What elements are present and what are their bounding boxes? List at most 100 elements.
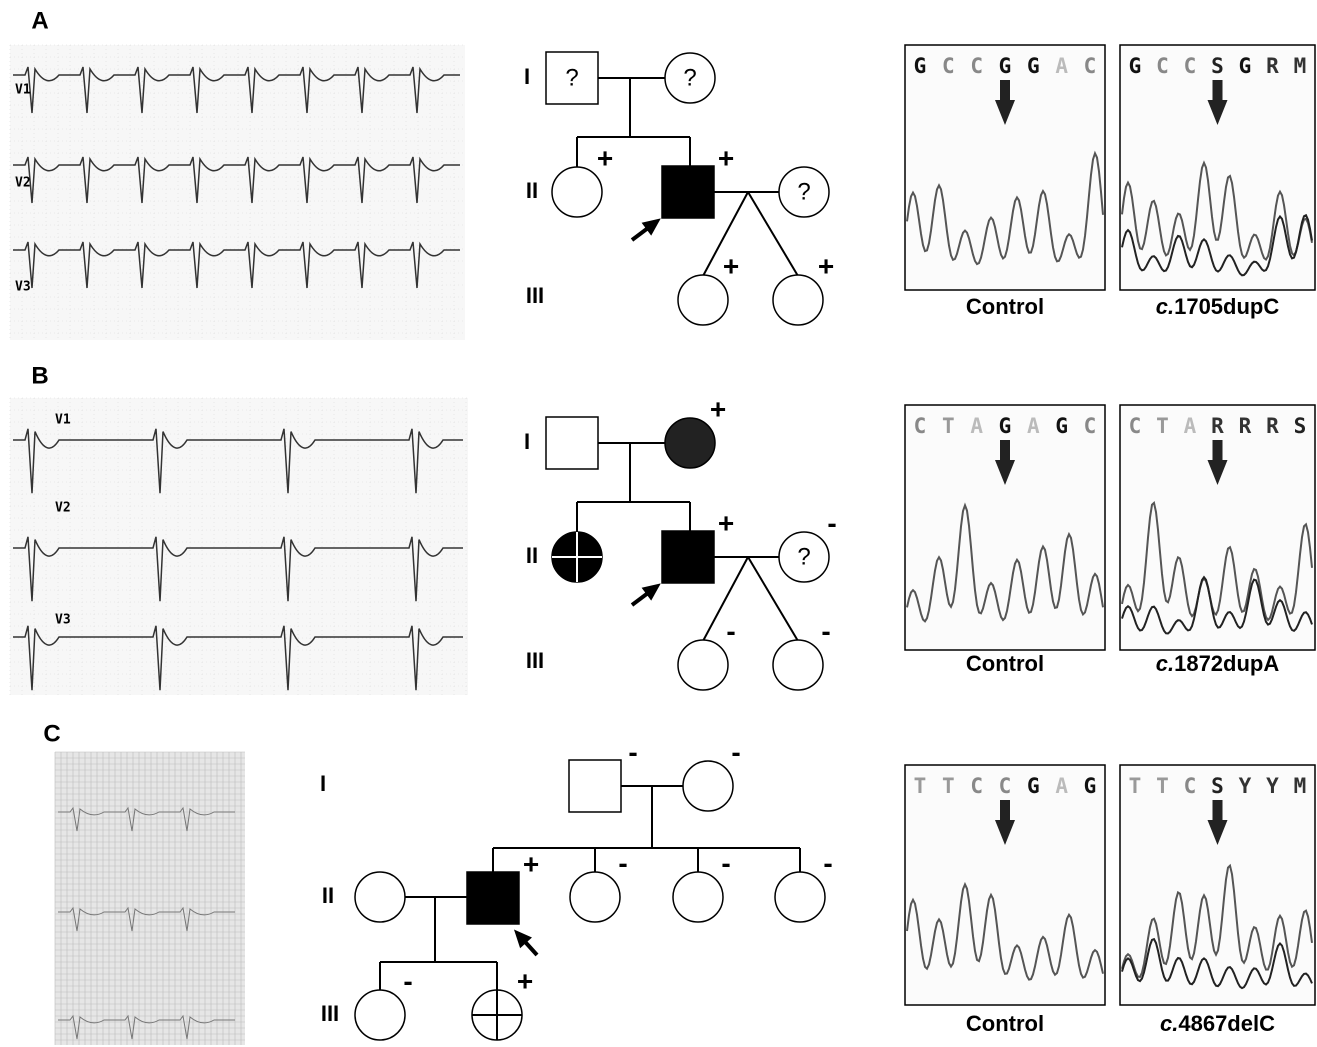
female-symbol — [678, 640, 728, 690]
female-symbol — [678, 275, 728, 325]
unknown-mark: ? — [565, 64, 578, 91]
base-call: C — [999, 774, 1012, 798]
genotype-status: - — [618, 847, 627, 878]
genotype-status: - — [726, 615, 735, 646]
mutation-arrow — [1213, 440, 1223, 462]
genotype-status: + — [818, 250, 834, 281]
caption-text: Control — [966, 1011, 1044, 1036]
genotype-status: + — [718, 507, 734, 538]
male-symbol — [662, 166, 714, 218]
caption-text: Control — [966, 294, 1044, 319]
base-call: C — [970, 54, 983, 78]
unknown-mark: ? — [683, 64, 696, 91]
female-symbol — [773, 275, 823, 325]
genotype-status: - — [823, 847, 832, 878]
base-call: C — [970, 774, 983, 798]
base-call: C — [1084, 414, 1097, 438]
mutation-arrow — [1000, 800, 1010, 822]
generation-label: I — [524, 429, 530, 454]
caption-text: 1705dupC — [1174, 294, 1279, 319]
generation-label: I — [320, 771, 326, 796]
mutation-arrow — [1000, 440, 1010, 462]
base-call: G — [1239, 54, 1252, 78]
base-call: A — [1027, 414, 1040, 438]
mutation-arrow — [1213, 80, 1223, 102]
male-symbol — [569, 760, 621, 812]
genotype-status: + — [517, 965, 533, 996]
base-call: G — [1129, 54, 1142, 78]
genotype-status: + — [723, 250, 739, 281]
ecg-lead-label: V1 — [55, 413, 71, 428]
base-call: M — [1294, 54, 1307, 78]
base-call: G — [999, 414, 1012, 438]
genotype-status: - — [827, 507, 836, 538]
base-call: C — [1184, 54, 1197, 78]
genotype-status: - — [403, 965, 412, 996]
caption-prefix: c. — [1156, 294, 1174, 319]
base-call: C — [942, 54, 955, 78]
base-call: T — [942, 774, 955, 798]
generation-label: II — [526, 178, 538, 203]
female-symbol — [355, 872, 405, 922]
genotype-status: + — [718, 142, 734, 173]
base-call: S — [1211, 774, 1224, 798]
caption-text: Control — [966, 651, 1044, 676]
female-symbol — [773, 640, 823, 690]
unknown-mark: ? — [797, 178, 810, 205]
female-symbol — [673, 872, 723, 922]
generation-label: I — [524, 64, 530, 89]
base-call: G — [914, 54, 927, 78]
base-call: R — [1239, 414, 1252, 438]
base-call: T — [1156, 414, 1169, 438]
female-symbol — [570, 872, 620, 922]
sequence-caption: c.1872dupA — [1156, 651, 1280, 676]
base-call: C — [1156, 54, 1169, 78]
female-symbol — [355, 990, 405, 1040]
base-call: C — [1184, 774, 1197, 798]
mutation-arrow — [1000, 80, 1010, 102]
ecg-background — [55, 752, 245, 1045]
genotype-status: - — [628, 736, 637, 767]
sequence-caption: Control — [966, 1011, 1044, 1036]
base-call: G — [1055, 414, 1068, 438]
caption-text: 1872dupA — [1174, 651, 1279, 676]
sequence-caption: c.4867delC — [1160, 1011, 1275, 1036]
generation-label: III — [526, 283, 544, 308]
ecg-lead-label: V3 — [55, 613, 71, 628]
caption-text: 4867delC — [1178, 1011, 1275, 1036]
sequence-caption: Control — [966, 651, 1044, 676]
male-symbol — [467, 872, 519, 924]
base-call: A — [1055, 54, 1068, 78]
sequence-caption: Control — [966, 294, 1044, 319]
base-call: S — [1294, 414, 1307, 438]
genotype-status: + — [523, 848, 539, 879]
base-call: R — [1266, 414, 1279, 438]
sequence-caption: c.1705dupC — [1156, 294, 1280, 319]
ecg-lead-label: V2 — [15, 176, 31, 191]
base-call: A — [1184, 414, 1197, 438]
base-call: T — [942, 414, 955, 438]
base-call: G — [1027, 774, 1040, 798]
base-call: M — [1294, 774, 1307, 798]
base-call: A — [1055, 774, 1068, 798]
ecg-background — [10, 398, 468, 695]
genotype-status: + — [597, 142, 613, 173]
genotype-status: - — [731, 736, 740, 767]
base-call: C — [1084, 54, 1097, 78]
ecg-background — [10, 45, 465, 340]
generation-label: II — [322, 883, 334, 908]
genotype-status: + — [710, 393, 726, 424]
generation-label: II — [526, 543, 538, 568]
female-symbol — [683, 761, 733, 811]
base-call: G — [1027, 54, 1040, 78]
base-call: T — [914, 774, 927, 798]
generation-label: III — [321, 1001, 339, 1026]
panel-label: C — [43, 720, 60, 747]
generation-label: III — [526, 648, 544, 673]
base-call: R — [1266, 54, 1279, 78]
genotype-status: - — [721, 847, 730, 878]
panel-label: A — [31, 7, 48, 34]
ecg-lead-label: V1 — [15, 83, 31, 98]
mutation-arrow — [1213, 800, 1223, 822]
genotype-status: - — [821, 615, 830, 646]
